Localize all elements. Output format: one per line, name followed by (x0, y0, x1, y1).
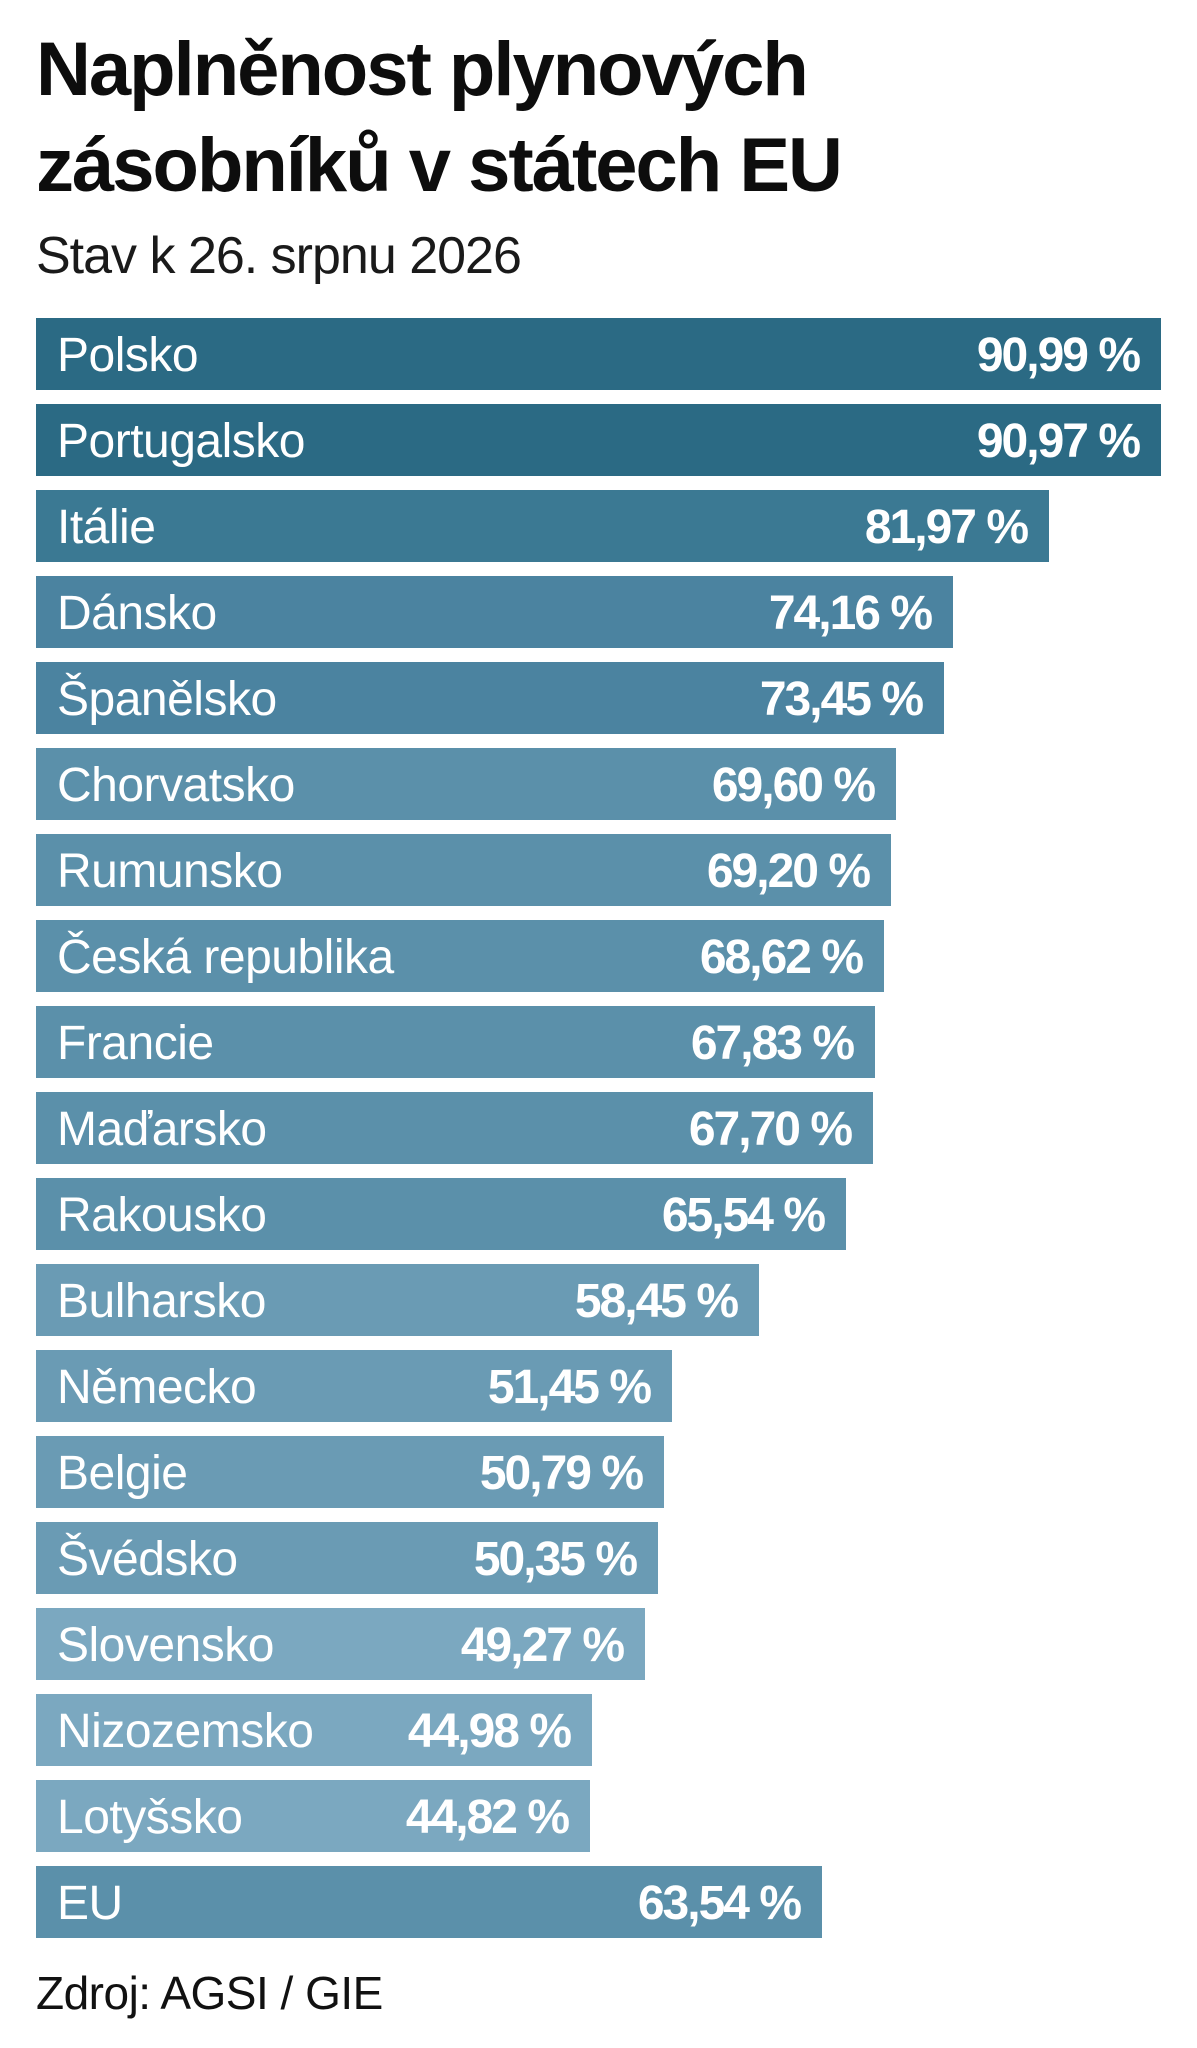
value-label: 90,97 % (977, 415, 1140, 468)
bar-row: Španělsko 73,45 % (36, 662, 944, 734)
bar (36, 1178, 846, 1250)
bar (36, 1006, 875, 1078)
category-label: EU (57, 1877, 123, 1930)
category-label: Nizozemsko (57, 1705, 313, 1758)
bar (36, 920, 884, 992)
bar (36, 490, 1049, 562)
bar (36, 1522, 658, 1594)
chart-source: Zdroj: AGSI / GIE (36, 1967, 383, 2019)
value-label: 74,16 % (769, 587, 932, 640)
value-label: 50,35 % (474, 1533, 637, 1586)
bar-row: Rakousko 65,54 % (36, 1178, 846, 1250)
bar-row: Maďarsko 67,70 % (36, 1092, 873, 1164)
value-label: 50,79 % (480, 1447, 643, 1500)
value-label: 67,83 % (691, 1017, 854, 1070)
value-label: 44,98 % (408, 1705, 571, 1758)
category-label: Španělsko (57, 672, 277, 726)
bar-row: Německo 51,45 % (36, 1350, 672, 1422)
value-label: 81,97 % (865, 501, 1028, 554)
bar (36, 748, 896, 820)
value-label: 90,99 % (977, 329, 1140, 382)
category-label: Rakousko (57, 1189, 266, 1242)
chart-subtitle: Stav k 26. srpnu 2026 (36, 227, 522, 285)
bar (36, 1264, 759, 1336)
bar-row: Belgie 50,79 % (36, 1436, 664, 1508)
bar-row: Lotyšsko 44,82 % (36, 1780, 590, 1852)
category-label: Itálie (57, 501, 155, 554)
bar-row: Rumunsko 69,20 % (36, 834, 891, 906)
category-label: Lotyšsko (57, 1791, 242, 1844)
bar (36, 1608, 645, 1680)
value-label: 68,62 % (700, 931, 863, 984)
value-label: 67,70 % (689, 1103, 852, 1156)
category-label: Portugalsko (57, 415, 305, 468)
bar-row: Švédsko 50,35 % (36, 1522, 658, 1594)
bar-row: Slovensko 49,27 % (36, 1608, 645, 1680)
category-label: Chorvatsko (57, 759, 295, 812)
bar (36, 576, 953, 648)
bar (36, 1780, 590, 1852)
value-label: 49,27 % (461, 1619, 624, 1672)
value-label: 58,45 % (575, 1275, 738, 1328)
bar-row: Dánsko 74,16 % (36, 576, 953, 648)
category-label: Polsko (57, 329, 198, 382)
value-label: 44,82 % (406, 1791, 569, 1844)
bar-row: Chorvatsko 69,60 % (36, 748, 896, 820)
bar-row: Francie 67,83 % (36, 1006, 875, 1078)
bar (36, 1866, 822, 1938)
value-label: 73,45 % (760, 673, 923, 726)
bar-row: Česká republika 68,62 % (36, 920, 884, 992)
category-label: Dánsko (57, 587, 217, 640)
category-label: Rumunsko (57, 845, 282, 898)
bar (36, 1350, 672, 1422)
value-label: 69,20 % (707, 845, 870, 898)
value-label: 65,54 % (662, 1189, 825, 1242)
value-label: 63,54 % (638, 1877, 801, 1930)
bar-row: Itálie 81,97 % (36, 490, 1049, 562)
category-label: Česká republika (57, 930, 394, 984)
category-label: Belgie (57, 1447, 187, 1500)
bar-row: Polsko 90,99 % (36, 318, 1161, 390)
bar-row: Nizozemsko 44,98 % (36, 1694, 592, 1766)
bar-row: Bulharsko 58,45 % (36, 1264, 759, 1336)
bar (36, 1092, 873, 1164)
value-label: 69,60 % (712, 759, 875, 812)
bar (36, 662, 944, 734)
bar (36, 834, 891, 906)
category-label: Maďarsko (57, 1103, 267, 1156)
category-label: Slovensko (57, 1619, 274, 1672)
bar-row: EU 63,54 % (36, 1866, 822, 1938)
value-label: 51,45 % (488, 1361, 651, 1414)
bar (36, 318, 1161, 390)
bar-row: Portugalsko 90,97 % (36, 404, 1161, 476)
bar (36, 404, 1161, 476)
category-label: Bulharsko (57, 1275, 266, 1328)
bar (36, 1436, 664, 1508)
category-label: Německo (57, 1361, 256, 1414)
category-label: Švédsko (57, 1532, 238, 1586)
chart-title: Naplněnost plynových zásobníků v státech… (36, 27, 843, 208)
bar (36, 1694, 592, 1766)
category-label: Francie (57, 1017, 214, 1070)
